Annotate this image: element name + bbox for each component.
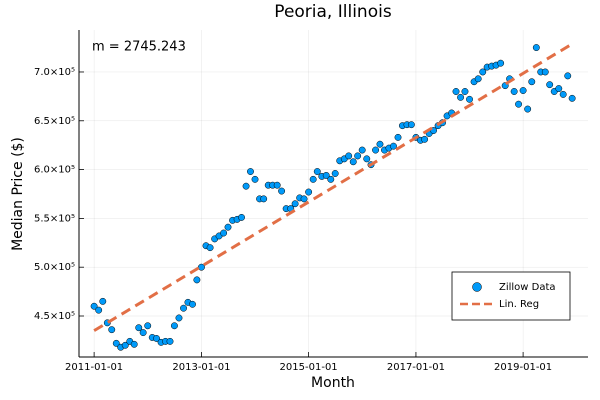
data-point xyxy=(363,155,371,163)
data-point xyxy=(180,304,187,312)
data-point xyxy=(564,72,572,80)
data-point xyxy=(247,168,254,175)
y-axis-label: Median Price ($) xyxy=(10,137,26,251)
data-point xyxy=(309,175,317,183)
data-point xyxy=(358,146,366,154)
data-point xyxy=(497,59,505,67)
data-point xyxy=(108,326,116,334)
data-point xyxy=(189,300,196,308)
chart-title: Peoria, Illinois xyxy=(274,2,392,22)
x-tick-label: 2019-01-01 xyxy=(494,362,552,373)
data-point xyxy=(474,75,482,83)
data-point xyxy=(251,175,259,183)
x-tick-label: 2013-01-01 xyxy=(172,362,230,373)
data-point xyxy=(372,146,380,154)
data-point xyxy=(515,100,523,108)
y-tick-label: 5.5×10⁵ xyxy=(34,213,75,224)
data-point xyxy=(376,140,384,148)
data-point xyxy=(546,81,554,89)
data-point xyxy=(121,341,129,349)
data-point xyxy=(273,181,281,189)
data-point xyxy=(421,135,429,143)
data-point xyxy=(510,88,518,95)
data-point xyxy=(144,322,152,330)
legend-label: Lin. Reg xyxy=(499,299,539,310)
legend-marker xyxy=(472,282,482,292)
annotation: m = 2745.243 xyxy=(92,40,186,55)
x-tick-label: 2017-01-01 xyxy=(387,362,445,373)
data-point xyxy=(238,213,245,221)
data-point xyxy=(322,171,330,179)
x-axis-label: Month xyxy=(311,375,355,391)
data-point xyxy=(153,335,160,342)
data-point xyxy=(313,168,321,175)
data-point xyxy=(112,339,120,347)
data-point xyxy=(390,142,397,150)
legend-label: Zillow Data xyxy=(499,282,556,293)
data-point xyxy=(135,324,143,332)
data-point xyxy=(479,68,487,76)
y-tick-label: 4.5×10⁵ xyxy=(34,311,75,322)
data-point xyxy=(457,93,465,101)
data-point xyxy=(394,133,402,141)
data-point xyxy=(349,158,357,166)
data-point xyxy=(193,276,201,284)
legend: Zillow Data Lin. Reg xyxy=(451,271,571,321)
y-tick-label: 6.5×10⁵ xyxy=(34,116,75,127)
data-point xyxy=(345,152,353,160)
x-tick-label: 2011-01-01 xyxy=(65,362,123,373)
data-point xyxy=(331,170,339,177)
x-tick-label: 2015-01-01 xyxy=(280,362,338,373)
y-tick-label: 6.0×10⁵ xyxy=(34,165,75,176)
regression-line xyxy=(93,42,573,332)
data-point xyxy=(291,200,299,208)
data-point xyxy=(541,68,549,76)
data-point xyxy=(452,88,460,95)
y-tick-label: 7.0×10⁵ xyxy=(34,67,75,78)
data-point xyxy=(528,78,536,86)
data-point xyxy=(90,302,98,310)
data-point xyxy=(99,297,107,305)
data-point xyxy=(559,90,567,98)
data-point xyxy=(95,306,103,314)
data-point xyxy=(568,94,576,102)
data-point xyxy=(197,263,205,271)
data-point xyxy=(139,329,147,337)
data-point xyxy=(555,85,563,93)
data-point xyxy=(242,182,250,190)
data-point xyxy=(166,337,174,345)
data-point xyxy=(524,105,532,113)
data-point xyxy=(175,314,183,322)
data-point xyxy=(532,44,540,52)
data-point xyxy=(461,88,469,95)
data-point xyxy=(260,195,268,203)
data-point xyxy=(466,95,473,103)
data-point xyxy=(206,244,214,252)
legend-box xyxy=(451,271,571,321)
y-tick-label: 5.0×10⁵ xyxy=(34,262,75,273)
data-point xyxy=(300,195,308,203)
data-point xyxy=(327,175,335,183)
data-point xyxy=(519,87,527,94)
data-point xyxy=(305,188,313,196)
data-point xyxy=(407,121,415,129)
data-point xyxy=(278,187,286,195)
data-point xyxy=(224,223,232,231)
data-point xyxy=(354,152,362,160)
data-point xyxy=(170,322,178,330)
data-point xyxy=(130,340,138,348)
data-point xyxy=(220,229,228,237)
